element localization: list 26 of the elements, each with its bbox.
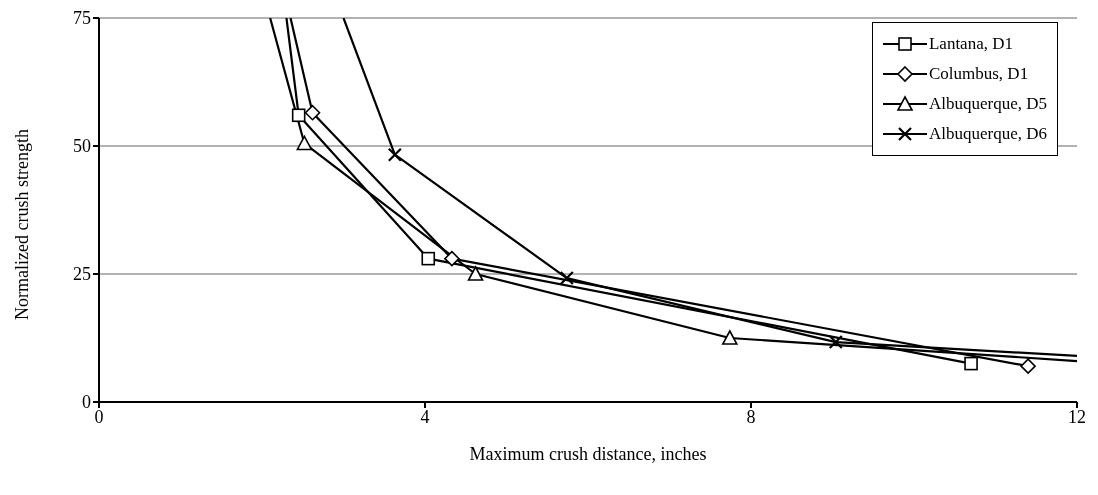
x-tick-label: 12 [1068, 406, 1086, 427]
point [304, 104, 321, 121]
x-tick-label: 8 [746, 406, 756, 427]
point [467, 266, 484, 281]
y-tick-label: 75 [73, 8, 91, 29]
point [828, 335, 843, 350]
y-axis-title: Normalized crush strength [12, 129, 33, 320]
legend-label: Columbus, D1 [928, 64, 1029, 84]
point [1020, 358, 1036, 374]
y-tick-label: 25 [73, 264, 91, 285]
x-axis-title: Maximum crush distance, inches [469, 444, 707, 464]
x-tick-label: 4 [420, 406, 430, 427]
point [296, 135, 313, 151]
legend-label: Albuquerque, D5 [928, 94, 1047, 114]
point [964, 356, 978, 371]
x-tick-label: 0 [94, 406, 104, 427]
point [387, 147, 402, 162]
point [722, 330, 738, 345]
point [291, 108, 306, 123]
point [421, 251, 436, 266]
point [444, 250, 460, 267]
legend-label: Albuquerque, D6 [928, 124, 1047, 144]
y-tick-label: 50 [73, 136, 91, 157]
y-tick-label: 0 [82, 392, 91, 413]
point [559, 271, 574, 286]
legend-label: Lantana, D1 [928, 34, 1013, 54]
